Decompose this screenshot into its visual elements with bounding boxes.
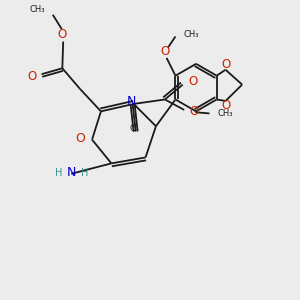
Text: H: H — [81, 168, 88, 178]
Text: CH₃: CH₃ — [184, 30, 199, 39]
Text: O: O — [190, 105, 199, 118]
Text: O: O — [221, 99, 231, 112]
Text: CH₃: CH₃ — [30, 5, 45, 14]
Text: N: N — [126, 95, 136, 108]
Text: O: O — [160, 45, 170, 58]
Text: H: H — [55, 168, 62, 178]
Text: O: O — [27, 70, 36, 83]
Text: N: N — [67, 166, 76, 179]
Text: O: O — [57, 28, 66, 41]
Text: O: O — [188, 75, 197, 88]
Text: O: O — [76, 132, 85, 145]
Text: CH₃: CH₃ — [218, 109, 233, 118]
Text: O: O — [221, 58, 231, 71]
Text: C: C — [130, 124, 136, 133]
